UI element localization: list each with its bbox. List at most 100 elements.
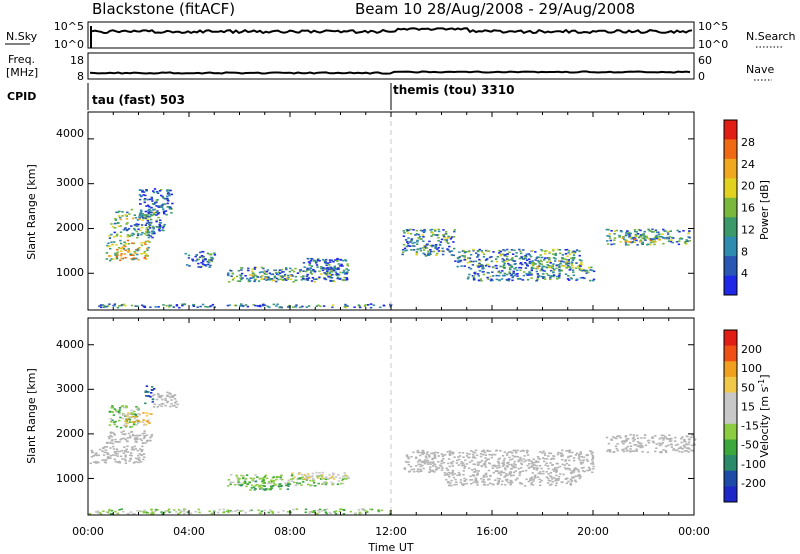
scatter-cell-1-12	[643, 437, 646, 439]
scatter-cell-1-9	[362, 508, 365, 511]
scatter-cell-1-11	[523, 485, 527, 487]
scatter-cell-1-7	[260, 487, 263, 489]
xtick-label: 08:00	[274, 525, 306, 538]
beam-date-title: Beam 10 28/Aug/2008 - 29/Aug/2008	[355, 0, 635, 18]
scatter-cell-0-6	[271, 273, 275, 275]
scatter-cell-0-2	[126, 211, 129, 214]
scatter-cell-1-3	[142, 421, 145, 423]
scatter-cell-1-5	[172, 405, 175, 407]
scatter-cell-1-9	[143, 509, 146, 512]
scatter-cell-0-12	[495, 274, 498, 277]
scatter-cell-0-11	[527, 253, 530, 255]
scatter-cell-1-5	[157, 395, 160, 398]
scatter-cell-0-14	[669, 230, 672, 232]
scatter-cell-1-9	[180, 510, 183, 512]
scatter-cell-0-12	[545, 272, 549, 275]
scatter-cell-0-11	[528, 258, 531, 260]
scatter-cell-1-11	[578, 477, 581, 480]
scatter-cell-0-12	[536, 276, 540, 278]
scatter-cell-1-8	[331, 472, 335, 475]
scatter-cell-1-10	[565, 462, 569, 465]
scatter-cell-1-3	[148, 413, 151, 415]
scatter-cell-1-9	[173, 509, 176, 511]
scatter-cell-1-12	[618, 435, 621, 437]
scatter-cell-1-8	[318, 472, 321, 474]
scatter-cell-0-14	[686, 240, 689, 242]
scatter-cell-1-10	[524, 469, 528, 472]
scatter-cell-0-15	[643, 235, 646, 237]
scatter-cell-0-6	[320, 267, 323, 270]
power-ylabel: Slant Range [km]	[25, 164, 38, 260]
scatter-cell-0-3	[144, 194, 147, 197]
scatter-cell-0-5	[196, 258, 199, 261]
scatter-cell-1-10	[440, 453, 443, 455]
scatter-cell-1-11	[579, 476, 582, 478]
colorbar-tick-label: 28	[741, 136, 755, 149]
scatter-cell-0-10	[452, 254, 455, 257]
scatter-cell-1-10	[539, 451, 542, 453]
scatter-cell-0-0	[112, 258, 115, 260]
scatter-cell-0-9	[295, 304, 298, 306]
scatter-cell-1-0	[109, 447, 112, 449]
scatter-cell-1-11	[569, 484, 573, 486]
scatter-cell-1-12	[668, 440, 671, 442]
scatter-cell-0-10	[416, 240, 419, 242]
scatter-cell-1-12	[629, 450, 632, 452]
scatter-cell-0-12	[542, 277, 545, 280]
scatter-cell-1-12	[625, 447, 628, 449]
scatter-cell-1-7	[250, 487, 253, 489]
scatter-cell-0-10	[415, 252, 418, 255]
scatter-cell-1-0	[127, 451, 130, 453]
scatter-cell-1-8	[297, 472, 301, 474]
scatter-cell-0-11	[457, 259, 460, 262]
scatter-cell-1-11	[448, 476, 451, 478]
scatter-cell-1-7	[279, 488, 282, 490]
scatter-cell-1-9	[133, 512, 136, 515]
scatter-cell-1-10	[579, 452, 582, 455]
scatter-cell-1-10	[419, 454, 422, 457]
scatter-cell-1-6	[300, 484, 303, 486]
scatter-cell-0-11	[498, 249, 501, 252]
xtick-label: 20:00	[577, 525, 609, 538]
scatter-cell-0-12	[490, 278, 493, 281]
scatter-cell-0-12	[528, 274, 531, 276]
colorbar-tick-label: 24	[741, 158, 755, 171]
scatter-cell-0-10	[437, 236, 440, 239]
scatter-cell-1-11	[443, 474, 447, 476]
colorbar-segment	[724, 376, 737, 393]
scatter-cell-0-6	[249, 274, 252, 276]
scatter-cell-0-15	[625, 240, 629, 242]
scatter-cell-1-11	[510, 475, 513, 477]
scatter-cell-0-9	[299, 306, 302, 309]
scatter-cell-0-14	[606, 243, 610, 245]
scatter-cell-1-12	[621, 449, 624, 451]
scatter-cell-1-10	[555, 469, 558, 471]
scatter-cell-1-8	[311, 472, 315, 475]
scatter-cell-1-10	[517, 467, 520, 470]
station-title: Blackstone (fitACF)	[92, 0, 235, 18]
scatter-cell-0-11	[506, 253, 509, 255]
scatter-cell-1-12	[606, 450, 609, 452]
scatter-cell-1-9	[222, 511, 225, 514]
scatter-cell-0-0	[132, 242, 136, 245]
scatter-cell-1-2	[118, 413, 121, 415]
scatter-cell-0-6	[232, 277, 235, 279]
scatter-cell-1-0	[91, 451, 94, 454]
scatter-cell-1-10	[563, 467, 567, 469]
scatter-cell-0-14	[654, 229, 658, 232]
scatter-cell-1-10	[590, 450, 593, 453]
colorbar-segment	[724, 361, 737, 378]
scatter-cell-1-6	[341, 482, 345, 485]
scatter-cell-1-0	[139, 461, 143, 463]
scatter-cell-1-12	[660, 451, 663, 454]
colorbar-segment	[724, 275, 737, 296]
scatter-cell-0-9	[372, 304, 375, 306]
scatter-cell-0-11	[571, 259, 575, 261]
scatter-cell-1-12	[638, 444, 642, 446]
scatter-cell-1-0	[115, 450, 119, 453]
colorbar-segment	[724, 486, 737, 503]
scatter-cell-1-2	[118, 407, 122, 409]
scatter-cell-0-2	[124, 214, 127, 216]
scatter-cell-0-0	[131, 242, 134, 244]
scatter-cell-1-10	[433, 471, 436, 473]
